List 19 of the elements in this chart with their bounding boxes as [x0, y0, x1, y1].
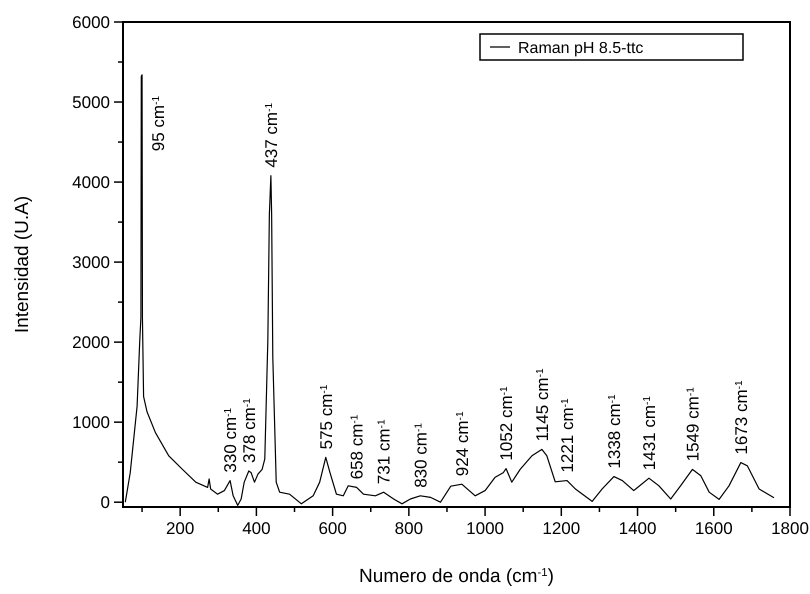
y-tick-label: 2000 — [72, 333, 110, 352]
y-tick-label: 6000 — [72, 13, 110, 32]
y-tick-label: 5000 — [72, 93, 110, 112]
y-tick-label: 4000 — [72, 173, 110, 192]
y-tick-label: 1000 — [72, 413, 110, 432]
x-tick-label: 400 — [242, 519, 271, 538]
x-tick-label: 1800 — [771, 519, 809, 538]
x-axis-title: Numero de onda (cm$^{-1}$) — [359, 566, 554, 587]
y-tick-label: 0 — [100, 493, 110, 512]
x-tick-label: 1000 — [466, 519, 504, 538]
x-tick-label: 200 — [166, 519, 194, 538]
x-tick-label: 1200 — [542, 519, 580, 538]
y-axis-title: Intensidad (U.A) — [12, 196, 33, 334]
x-tick-label: 1400 — [618, 519, 656, 538]
y-tick-label: 3000 — [72, 253, 110, 272]
x-tick-label: 1600 — [694, 519, 733, 538]
x-tick-label: 600 — [318, 519, 347, 538]
x-tick-label: 800 — [394, 519, 424, 538]
legend-label: Raman pH 8.5-ttc — [518, 40, 644, 57]
